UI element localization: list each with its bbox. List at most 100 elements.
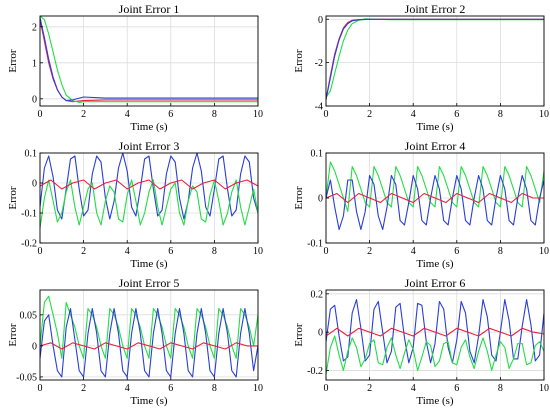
y-axis-label: Error xyxy=(7,323,19,347)
y-axis-label: Error xyxy=(293,49,305,73)
series-line-2 xyxy=(40,179,258,229)
chart-panel-2: 0 2 4 6 8 10 -4 -2 0 Joint Error 2 Time (s) Error xyxy=(293,2,549,133)
y-tick-label: 0 xyxy=(318,194,323,205)
x-tick-label: 8 xyxy=(212,246,217,257)
chart-panel-1: 0 2 4 6 8 10 0 1 2 Joint Error 1 Time (s) Error xyxy=(7,2,263,133)
series-line-1 xyxy=(40,19,258,103)
x-tick-label: 10 xyxy=(539,109,549,120)
series-line-1 xyxy=(326,161,544,213)
series-line-1 xyxy=(326,299,544,364)
y-tick-label: 0 xyxy=(32,94,37,105)
x-tick-label: 2 xyxy=(81,246,86,257)
x-axis-label: Time (s) xyxy=(416,121,454,133)
x-axis-label: Time (s) xyxy=(130,121,168,133)
x-tick-label: 2 xyxy=(367,109,372,120)
axes-frame xyxy=(325,289,545,381)
x-tick-label: 2 xyxy=(81,109,86,120)
x-tick-label: 10 xyxy=(253,246,263,257)
x-tick-label: 2 xyxy=(367,383,372,394)
y-tick-label: -0.05 xyxy=(16,372,37,383)
chart-title: Joint Error 6 xyxy=(405,276,466,290)
y-tick-label: 0.1 xyxy=(25,149,38,160)
y-tick-label: 0 xyxy=(32,179,37,190)
x-tick-label: 0 xyxy=(324,246,329,257)
y-tick-label: 0 xyxy=(318,15,323,26)
y-tick-label: 0 xyxy=(318,328,323,339)
axes-frame xyxy=(325,15,545,107)
series-line-2 xyxy=(326,174,544,231)
y-tick-label: 0.1 xyxy=(311,149,324,160)
series-line-3 xyxy=(40,179,258,190)
plot-area xyxy=(326,16,544,106)
x-tick-label: 0 xyxy=(324,109,329,120)
panels: 0 2 4 6 8 10 0 1 2 Joint Error 1 Time (s) Error 0 2 4 6… xyxy=(7,2,549,407)
y-tick-label: -0.2 xyxy=(21,239,37,250)
chart-title: Joint Error 1 xyxy=(119,2,180,16)
axes-frame xyxy=(39,15,259,107)
x-tick-label: 2 xyxy=(81,383,86,394)
series-line-3 xyxy=(326,327,544,337)
y-axis-label: Error xyxy=(7,186,19,210)
x-axis-label: Time (s) xyxy=(130,258,168,270)
chart-title: Joint Error 2 xyxy=(405,2,466,16)
x-tick-label: 4 xyxy=(125,383,130,394)
x-tick-label: 6 xyxy=(168,109,173,120)
x-tick-label: 0 xyxy=(324,383,329,394)
x-tick-label: 6 xyxy=(454,383,459,394)
x-tick-label: 10 xyxy=(253,383,263,394)
x-tick-label: 4 xyxy=(411,383,416,394)
y-tick-label: -4 xyxy=(315,102,323,113)
x-axis-label: Time (s) xyxy=(416,395,454,407)
series-line-3 xyxy=(326,192,544,204)
series-line-2 xyxy=(40,308,258,378)
x-tick-label: 8 xyxy=(498,109,503,120)
axes-frame xyxy=(39,289,259,381)
x-tick-label: 10 xyxy=(539,383,549,394)
axes-frame xyxy=(39,152,259,244)
x-tick-label: 4 xyxy=(411,246,416,257)
x-tick-label: 2 xyxy=(367,246,372,257)
x-tick-label: 10 xyxy=(539,246,549,257)
x-tick-label: 6 xyxy=(454,246,459,257)
x-tick-label: 8 xyxy=(212,383,217,394)
chart-title: Joint Error 4 xyxy=(405,139,466,153)
x-tick-label: 6 xyxy=(168,383,173,394)
series-line-2 xyxy=(326,335,544,375)
y-axis-label: Error xyxy=(293,323,305,347)
chart-title: Joint Error 5 xyxy=(119,276,180,290)
x-tick-label: 4 xyxy=(411,109,416,120)
x-tick-label: 6 xyxy=(454,109,459,120)
y-tick-label: 1 xyxy=(32,58,37,69)
y-tick-label: 0.05 xyxy=(20,310,38,321)
y-tick-label: 2 xyxy=(32,22,37,33)
x-tick-label: 0 xyxy=(38,383,43,394)
x-axis-label: Time (s) xyxy=(416,258,454,270)
x-tick-label: 8 xyxy=(212,109,217,120)
series-line-3 xyxy=(40,342,258,350)
y-axis-label: Error xyxy=(7,49,19,73)
y-tick-label: -0.1 xyxy=(21,209,37,220)
x-tick-label: 10 xyxy=(253,109,263,120)
plot-area xyxy=(40,290,258,380)
y-axis-label: Error xyxy=(293,186,305,210)
plot-area xyxy=(40,16,258,106)
y-tick-label: -0.2 xyxy=(307,366,323,377)
x-tick-label: 4 xyxy=(125,109,130,120)
plot-area xyxy=(40,153,258,243)
x-tick-label: 6 xyxy=(168,246,173,257)
x-tick-label: 0 xyxy=(38,246,43,257)
series-line-1 xyxy=(40,295,258,359)
x-tick-label: 8 xyxy=(498,383,503,394)
x-axis-label: Time (s) xyxy=(130,395,168,407)
x-tick-label: 4 xyxy=(125,246,130,257)
y-tick-label: -0.1 xyxy=(307,239,323,250)
y-tick-label: -2 xyxy=(315,58,323,69)
chart-title: Joint Error 3 xyxy=(119,139,180,153)
chart-panel-3: 0 2 4 6 8 10 -0.2 -0.1 0 0.1 Joint Error 3 Time (s)… xyxy=(7,139,263,270)
series-line-2 xyxy=(40,16,258,103)
series-line-3 xyxy=(40,17,258,102)
